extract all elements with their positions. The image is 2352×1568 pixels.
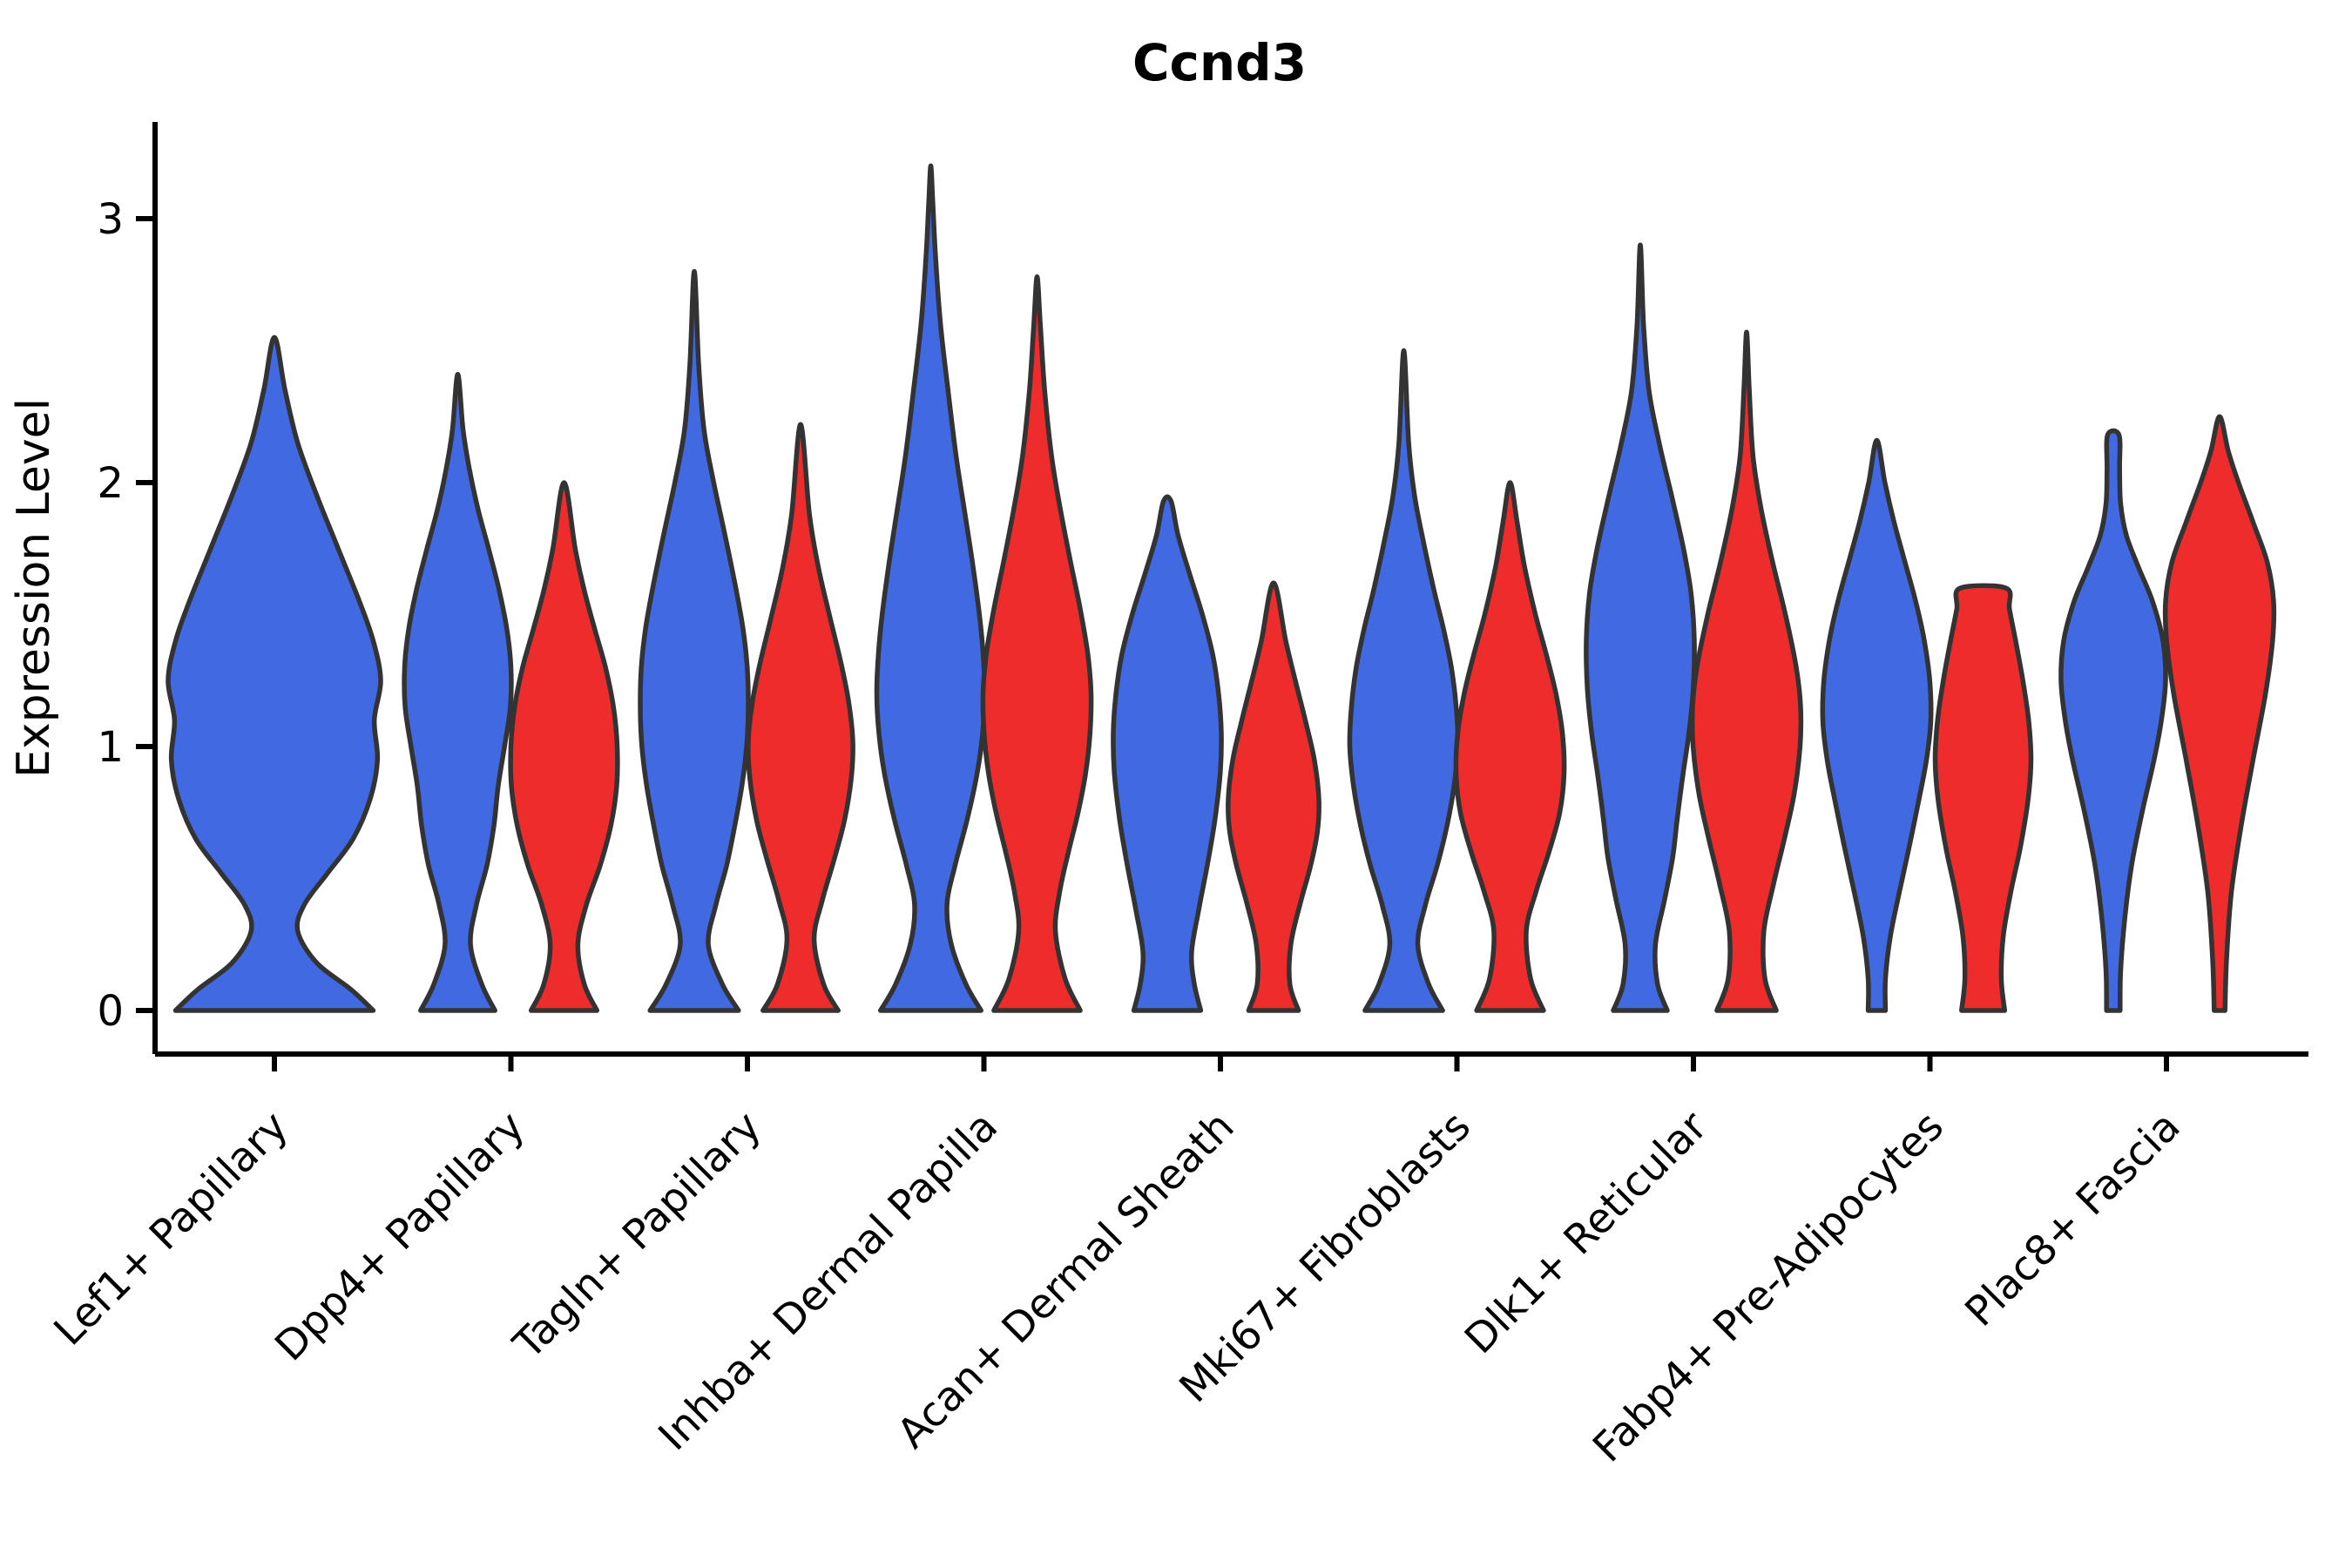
violin-mki67-fibroblasts-red xyxy=(1453,480,1567,1013)
violin-mki67-fibroblasts-blue xyxy=(1347,348,1461,1013)
violin-plac8-fascia-blue xyxy=(2058,428,2168,1013)
violin-tagln-papillary-blue xyxy=(638,268,751,1013)
x-tick-label: Tagln+ Papillary xyxy=(504,1103,771,1369)
axes-layer xyxy=(136,122,2308,1071)
x-tick-label: Plac8+ Fascia xyxy=(1957,1103,2190,1336)
y-tick-label: 1 xyxy=(97,723,124,772)
violin-dpp4-papillary-red xyxy=(508,480,620,1013)
violin-dlk1-reticular-red xyxy=(1689,329,1804,1013)
violin-acan-dermal-sheath-blue xyxy=(1111,494,1224,1013)
violin-inhba-dermal-papilla-red xyxy=(980,274,1094,1013)
violin-fabp4-pre-adipocytes-red xyxy=(1932,583,2034,1013)
violin-tagln-papillary-red xyxy=(746,422,855,1013)
violin-acan-dermal-sheath-red xyxy=(1226,580,1321,1013)
violin-dlk1-reticular-blue xyxy=(1584,242,1697,1013)
x-tick-label: Dpp4+ Papillary xyxy=(266,1103,534,1371)
violin-dpp4-papillary-blue xyxy=(402,372,514,1013)
chart-title: Ccnd3 xyxy=(1132,33,1307,92)
y-tick-label: 2 xyxy=(97,459,124,508)
violin-inhba-dermal-papilla-blue xyxy=(874,163,988,1013)
x-tick-label: Dlk1+ Reticular xyxy=(1456,1102,1717,1363)
y-tick-label: 3 xyxy=(97,195,124,244)
y-axis-label: Expression Level xyxy=(8,398,60,778)
violin-plac8-fascia-red xyxy=(2162,414,2277,1013)
violin-lef1-papillary-blue xyxy=(166,335,383,1013)
x-tick-label: Lef1+ Papillary xyxy=(45,1103,298,1355)
violin-fabp4-pre-adipocytes-blue xyxy=(1820,437,1934,1013)
y-tick-label: 0 xyxy=(97,987,124,1036)
violins-layer xyxy=(166,163,2277,1013)
